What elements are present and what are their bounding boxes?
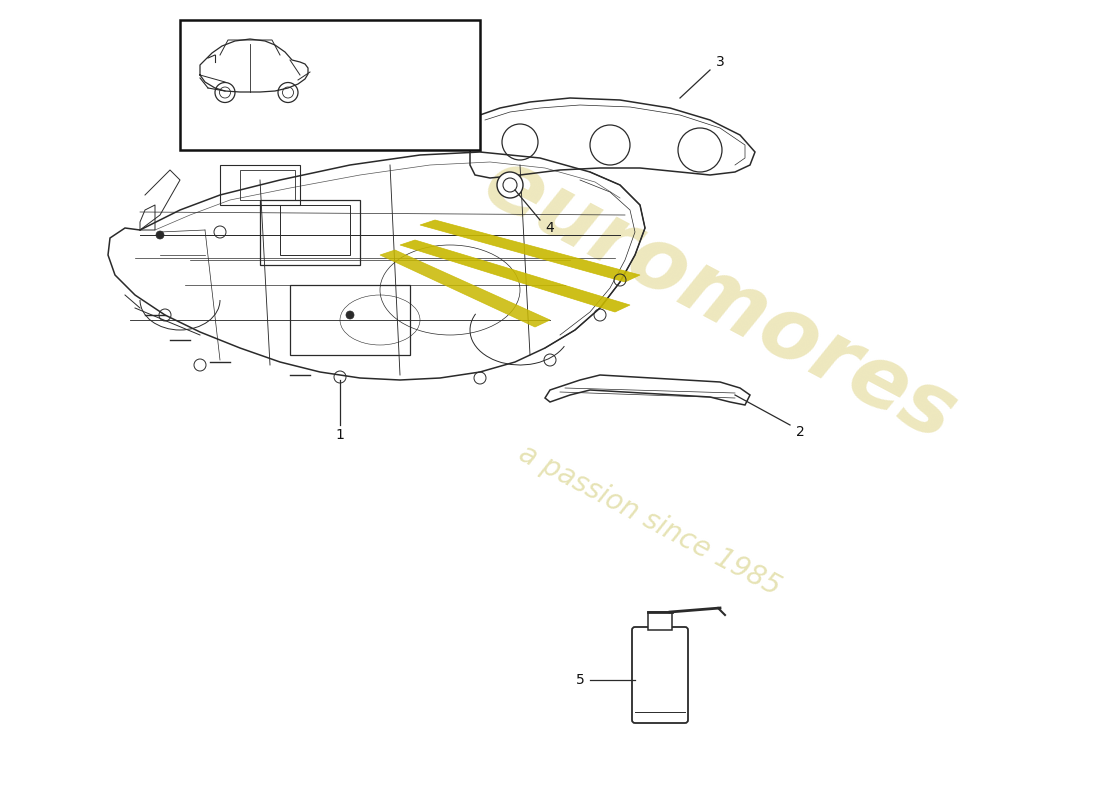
- Text: 2: 2: [795, 425, 804, 439]
- Bar: [180, 20, 480, 150]
- Text: euromores: euromores: [470, 141, 970, 459]
- Bar: [290, 285, 410, 355]
- Text: 5: 5: [575, 673, 584, 687]
- FancyBboxPatch shape: [632, 627, 688, 723]
- Circle shape: [497, 172, 522, 198]
- Text: 1: 1: [336, 428, 344, 442]
- Circle shape: [346, 311, 354, 319]
- Polygon shape: [420, 220, 640, 282]
- Bar: [280, 205, 350, 255]
- Bar: [240, 170, 295, 200]
- Bar: [260, 200, 360, 265]
- Text: 4: 4: [546, 221, 554, 235]
- Polygon shape: [379, 250, 550, 327]
- Polygon shape: [400, 240, 630, 312]
- Bar: [648, 612, 672, 630]
- Text: 3: 3: [716, 55, 725, 69]
- Bar: [220, 165, 300, 205]
- Circle shape: [156, 231, 164, 239]
- Text: a passion since 1985: a passion since 1985: [515, 439, 785, 601]
